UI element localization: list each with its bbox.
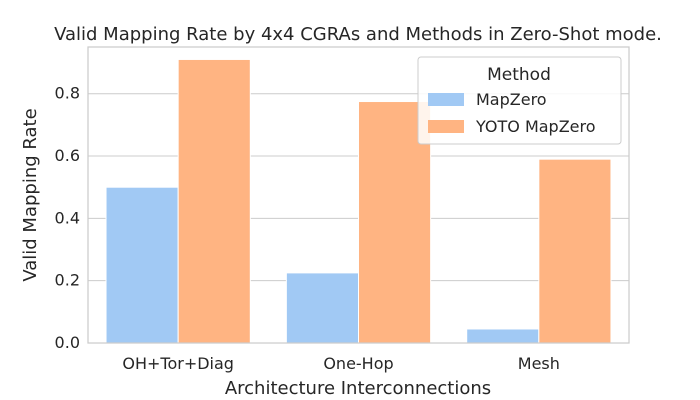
bar-yoto-mapzero-0 bbox=[177, 58, 251, 344]
plot-frame bbox=[87, 46, 630, 344]
x-tick-label: One-Hop bbox=[323, 354, 393, 373]
y-tick-labels: 0.0 0.2 0.4 0.6 0.8 bbox=[55, 84, 80, 352]
x-axis-label: Architecture Interconnections bbox=[225, 378, 491, 399]
legend-label: YOTO MapZero bbox=[475, 117, 596, 136]
bar-mapzero-2 bbox=[466, 328, 540, 344]
y-axis-label: Valid Mapping Rate bbox=[20, 108, 41, 281]
y-tick-label: 0.6 bbox=[55, 146, 80, 165]
legend-box bbox=[417, 56, 622, 145]
bar-mapzero-0 bbox=[105, 186, 179, 344]
x-tick-label: Mesh bbox=[518, 354, 560, 373]
legend-swatch bbox=[428, 120, 464, 133]
legend: Method MapZero YOTO MapZero bbox=[417, 56, 622, 145]
x-tick-label: OH+Tor+Diag bbox=[122, 354, 234, 373]
legend-swatch bbox=[428, 93, 464, 106]
y-tick-label: 0.2 bbox=[55, 271, 80, 290]
x-tick-labels: OH+Tor+Diag One-Hop Mesh bbox=[122, 354, 560, 373]
y-tick-label: 0.0 bbox=[55, 333, 80, 352]
legend-label: MapZero bbox=[476, 90, 547, 109]
legend-title: Method bbox=[487, 65, 551, 85]
legend-items: MapZero YOTO MapZero bbox=[428, 90, 596, 136]
bar-yoto-mapzero-2 bbox=[538, 158, 612, 344]
chart-title: Valid Mapping Rate by 4x4 CGRAs and Meth… bbox=[54, 24, 662, 45]
y-tick-label: 0.4 bbox=[55, 208, 80, 227]
bar-mapzero-1 bbox=[285, 272, 359, 344]
y-tick-label: 0.8 bbox=[55, 84, 80, 103]
